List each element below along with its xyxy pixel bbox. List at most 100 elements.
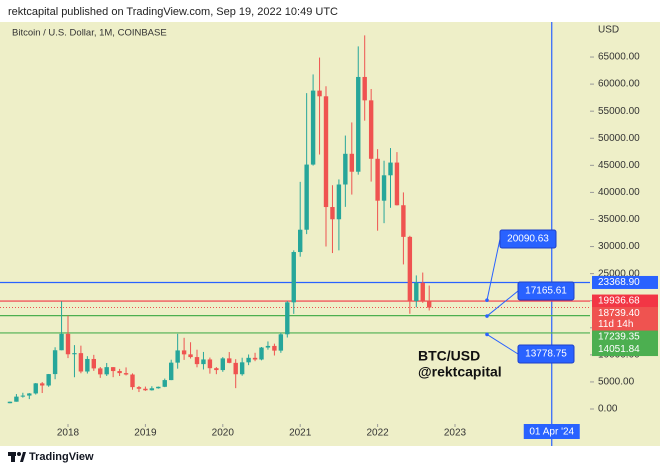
candle-body [85,358,90,372]
crosshair-tag [523,424,580,439]
candle-body [381,175,387,201]
candle-body [20,395,26,397]
footer-text: TradingView [29,451,94,463]
price-tag [592,275,658,289]
candle-body [349,153,355,172]
candle-body [117,371,122,374]
price-tag [592,343,658,357]
candle-body [427,300,432,308]
footer-bar [0,446,660,468]
candle-body [78,353,84,372]
candle-body [136,387,142,389]
annotation-arrow [486,333,519,355]
candle-body [272,345,277,351]
header-bar [0,0,660,22]
price-tag-label: 17239.35 [598,332,640,343]
candle-body [46,374,51,386]
candle-body [214,368,219,371]
candle-body [156,386,161,389]
price-tag [592,294,658,308]
y-tick-label: 5000.00 [598,377,635,388]
candle-body [91,358,97,369]
crosshair-label: 01 Apr '24 [529,427,574,438]
annotation-label: 13778.75 [525,349,567,360]
candle-body [7,401,13,404]
candle-body [239,362,245,375]
x-tick-label: 2022 [366,428,389,439]
x-tick-label: 2019 [134,428,157,439]
candle-body [188,354,193,358]
candle-body [317,90,322,97]
chart-title: Bitcoin / U.S. Dollar, 1M, COINBASE [12,28,167,39]
candle-body [143,388,148,391]
candle-body [310,90,316,165]
candle-body [291,252,296,303]
candle-body [220,358,226,371]
price-tag [592,318,658,332]
candle-body [252,357,258,360]
candle-body [336,184,342,220]
annotation-box [517,344,575,364]
price-tag-label: 18739.40 [598,308,640,319]
candle-body [27,393,32,396]
annotation-anchor [485,298,489,303]
candle-body [201,359,206,365]
watermark-text: BTC/USD [418,348,480,364]
candle-body [207,359,213,369]
candle-body [394,162,400,206]
candle-body [130,374,135,388]
candle-body [323,96,329,208]
candle-body [368,100,374,159]
candle-body [362,76,367,101]
candle-body [40,383,45,386]
annotation-anchor [485,314,489,318]
annotation-arrow [486,238,501,301]
y-tick-label: 40000.00 [598,187,640,198]
annotation-box [517,281,575,301]
candle-body [194,357,200,365]
candle-body [168,362,174,381]
candle-body [33,383,38,394]
candle-body [285,302,290,335]
candle-body [72,353,77,355]
candle-body [356,76,361,172]
candle-body [407,236,413,302]
candle-body [59,333,64,351]
candle-body [52,350,58,375]
candle-body [388,162,393,176]
candle-body [420,282,425,301]
annotation-arrow [486,290,519,317]
x-tick-label: 2018 [57,428,80,439]
price-tag-label: 14051.84 [598,344,640,355]
candle-body [401,205,406,237]
price-tag [592,330,658,344]
y-tick-label: 25000.00 [598,268,640,279]
y-tick-label: 65000.00 [598,52,640,63]
y-tick-label: 55000.00 [598,106,640,117]
candle-body [104,367,109,375]
candle-body [265,345,271,348]
candle-body [14,396,19,402]
candle-body [98,368,103,375]
footer-logo [8,452,26,462]
price-tag-label: 19936.68 [598,296,640,307]
header-text: rektcapital published on TradingView.com… [8,6,338,18]
y-axis-unit: USD [598,25,619,36]
y-tick-label: 50000.00 [598,133,640,144]
candle-body [278,334,284,351]
candle-body [65,333,71,355]
candle-body [259,347,264,360]
annotation-anchor [485,332,489,337]
y-tick-label: 0.00 [598,404,618,415]
x-tick-label: 2023 [444,428,467,439]
x-tick-label: 2021 [289,428,312,439]
candle-body [233,362,238,375]
candle-body [227,358,232,363]
price-tag-label: 23368.90 [598,277,640,288]
annotation-label: 17165.61 [525,286,567,297]
y-tick-label: 45000.00 [598,160,640,171]
candle-body [246,357,251,363]
price-tag [592,307,658,321]
